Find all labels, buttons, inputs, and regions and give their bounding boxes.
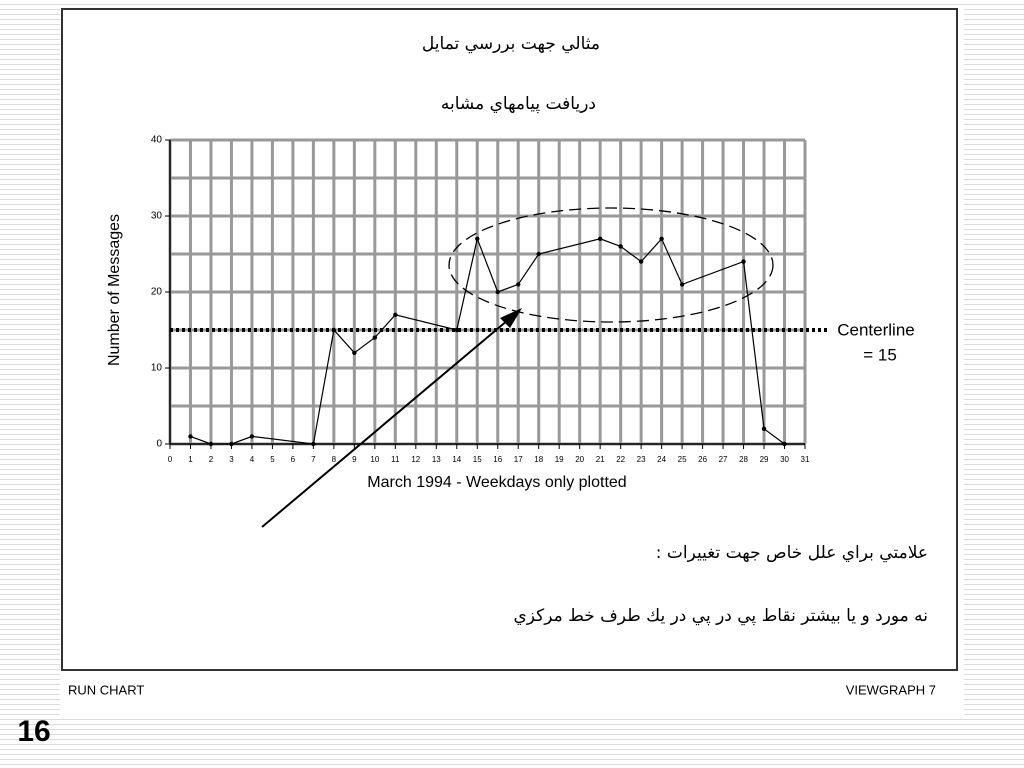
- point: [679, 282, 685, 287]
- point: [475, 236, 480, 241]
- point: [229, 441, 234, 447]
- chart-title: مثالي جهت بررسي تمايل: [422, 34, 600, 54]
- x-tick-label: 16: [493, 455, 502, 464]
- x-tick-label: 19: [555, 455, 564, 464]
- note: علامتي براي علل خاص جهت تغييرات :: [656, 543, 928, 563]
- arrow-head: [500, 308, 522, 328]
- x-tick-label: 23: [637, 455, 646, 464]
- point: [659, 236, 664, 241]
- x-tick-label: 30: [780, 455, 789, 464]
- x-axis-label: March 1994 - Weekdays only plotted: [367, 474, 626, 491]
- x-tick-label: 21: [596, 455, 605, 464]
- point: [638, 259, 644, 264]
- x-tick-label: 31: [801, 455, 810, 464]
- point: [516, 282, 521, 287]
- x-tick-label: 29: [760, 455, 769, 464]
- x-tick-label: 25: [678, 455, 687, 464]
- y-tick-label: 0: [156, 439, 162, 450]
- x-tick-label: 20: [575, 455, 584, 464]
- x-tick-label: 27: [719, 455, 728, 464]
- point: [782, 441, 787, 447]
- x-tick-label: 12: [411, 455, 420, 464]
- x-tick-label: 15: [473, 455, 482, 464]
- note: نه مورد و يا بيشتر نقاط پي در پي در يك ط…: [513, 606, 928, 626]
- y-axis-label: Number of Messages: [106, 214, 123, 366]
- point: [249, 434, 255, 439]
- point: [372, 335, 378, 340]
- x-tick-label: 7: [311, 455, 316, 464]
- point: [188, 434, 193, 439]
- chart-subtitle: دريافت پيامهاي مشابه: [441, 94, 596, 114]
- point: [331, 327, 337, 333]
- x-tick-label: 8: [332, 455, 337, 464]
- x-tick-label: 17: [514, 455, 523, 464]
- x-tick-label: 18: [534, 455, 543, 464]
- point: [761, 426, 767, 431]
- point: [311, 441, 316, 447]
- y-tick-label: 30: [151, 211, 163, 222]
- y-tick-label: 40: [151, 135, 163, 146]
- point: [454, 327, 459, 333]
- point: [393, 312, 398, 317]
- point: [208, 441, 214, 447]
- y-tick-label: 10: [151, 363, 163, 374]
- point: [597, 236, 603, 241]
- x-tick-label: 28: [739, 455, 748, 464]
- x-tick-label: 2: [209, 455, 214, 464]
- y-tick-label: 20: [151, 287, 163, 298]
- centerline-label: Centerline: [837, 320, 915, 339]
- footer-right: VIEWGRAPH 7: [846, 682, 936, 697]
- footer-left: RUN CHART: [68, 682, 144, 697]
- x-tick-label: 22: [616, 455, 625, 464]
- x-tick-label: 24: [657, 455, 666, 464]
- x-tick-label: 13: [432, 455, 441, 464]
- x-tick-label: 3: [229, 455, 234, 464]
- x-tick-label: 6: [291, 455, 296, 464]
- centerline-label: = 15: [863, 345, 897, 364]
- point: [536, 251, 541, 257]
- point: [495, 289, 500, 295]
- page-number: 16: [17, 715, 50, 748]
- x-tick-label: 4: [250, 455, 255, 464]
- point: [352, 350, 357, 355]
- arrow: [261, 319, 509, 528]
- point: [618, 244, 623, 249]
- x-tick-label: 9: [352, 455, 357, 464]
- x-tick-label: 5: [270, 455, 275, 464]
- point: [741, 259, 746, 264]
- x-tick-label: 0: [168, 455, 173, 464]
- x-tick-label: 14: [452, 455, 461, 464]
- highlight-ellipse: [448, 207, 774, 323]
- x-tick-label: 1: [188, 455, 193, 464]
- x-tick-label: 26: [698, 455, 707, 464]
- x-tick-label: 10: [370, 455, 379, 464]
- line: [190, 236, 785, 445]
- x-tick-label: 11: [391, 455, 400, 464]
